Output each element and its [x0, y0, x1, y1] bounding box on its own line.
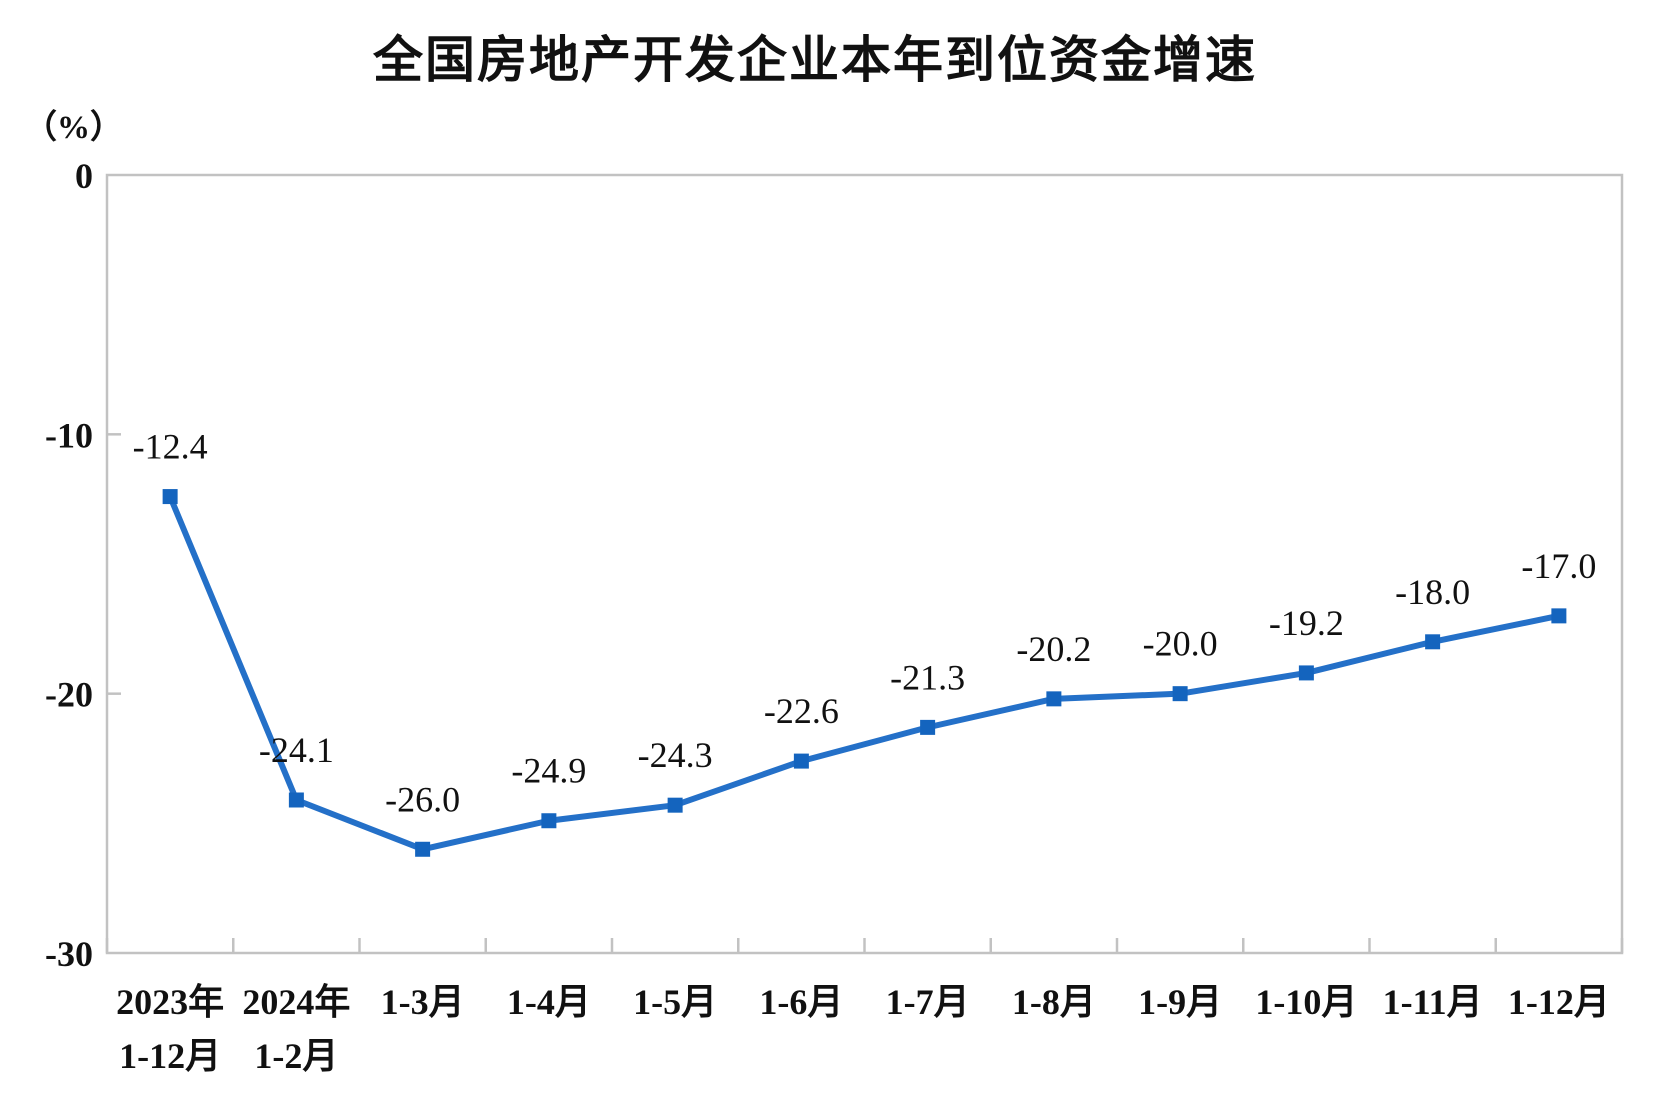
data-point-label: -20.0 [1143, 624, 1218, 664]
data-point-marker [1298, 665, 1314, 681]
plot-border [105, 173, 1624, 955]
x-axis-label: 1-12月 [1508, 982, 1610, 1022]
data-line [167, 495, 1560, 853]
data-point-label: -18.0 [1395, 572, 1470, 612]
x-axis-label: 2024年 [242, 982, 350, 1022]
y-axis-tick-label: 0 [75, 156, 93, 196]
data-point-marker [1425, 634, 1441, 650]
x-axis-label: 1-4月 [507, 982, 591, 1022]
x-axis-label: 1-9月 [1138, 982, 1222, 1022]
y-axis-tick-label: -10 [45, 415, 93, 455]
x-axis-label: 2023年 [116, 982, 224, 1022]
data-point-marker [667, 797, 683, 813]
data-point-label: -20.2 [1016, 629, 1091, 669]
y-axis-tick-label: -20 [45, 675, 93, 715]
data-point-marker [415, 841, 431, 857]
x-axis-label: 1-8月 [1012, 982, 1096, 1022]
x-axis-label: 1-5月 [633, 982, 717, 1022]
data-point-marker [288, 792, 304, 808]
x-axis-label: 1-6月 [759, 982, 843, 1022]
data-point-marker [1551, 608, 1567, 624]
data-point-label: -26.0 [385, 779, 460, 819]
data-point-label: -17.0 [1521, 546, 1596, 586]
data-point-marker [162, 489, 178, 505]
data-point-marker [1046, 691, 1062, 707]
data-point-label: -12.4 [133, 427, 208, 467]
x-axis-label: 1-7月 [886, 982, 970, 1022]
data-point-marker [1172, 686, 1188, 702]
data-point-marker [541, 813, 557, 829]
data-point-label: -24.3 [638, 735, 713, 775]
data-point-label: -19.2 [1269, 603, 1344, 643]
data-point-marker [793, 753, 809, 769]
chart-title: 全国房地产开发企业本年到位资金增速 [373, 32, 1257, 88]
data-point-label: -24.9 [511, 751, 586, 791]
x-axis-label: 1-2月 [254, 1036, 338, 1076]
x-axis-label: 1-11月 [1383, 982, 1483, 1022]
data-point-label: -21.3 [890, 657, 965, 697]
data-point-label: -24.1 [259, 730, 334, 770]
data-point-label: -22.6 [764, 691, 839, 731]
x-axis-label: 1-12月 [119, 1036, 221, 1076]
x-axis-label: 1-10月 [1255, 982, 1357, 1022]
x-axis-label: 1-3月 [381, 982, 465, 1022]
y-axis-tick-label: -30 [45, 934, 93, 974]
y-axis-unit-label: （%） [24, 110, 123, 146]
data-point-marker [920, 719, 936, 735]
